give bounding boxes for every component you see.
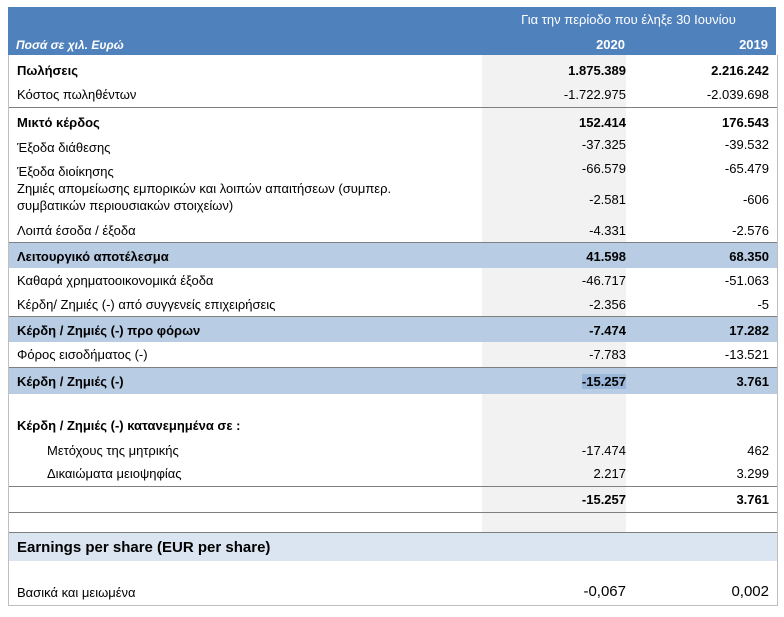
table-row: Κέρδη/ Ζημιές (-) από συγγενείς επιχειρή… [9, 293, 777, 316]
value-2019: 3.761 [736, 374, 769, 389]
value-2019: 3.761 [736, 492, 769, 507]
spacer-row [9, 394, 777, 414]
row-label: Λειτουργικό αποτέλεσμα [17, 249, 169, 264]
value-2020: -1.722.975 [482, 82, 626, 107]
table-row: Κέρδη / Ζημιές (-) -15.257 3.761 [9, 367, 777, 394]
value-2020: -7.783 [482, 342, 626, 367]
value-2020: -37.325 [482, 134, 626, 158]
selected-value: -15.257 [581, 374, 626, 389]
row-label: Κέρδη / Ζημιές (-) [17, 374, 124, 389]
value-2020: -0,067 [583, 583, 626, 600]
eps-header-row: Earnings per share (EUR per share) [9, 532, 777, 561]
row-label: Φόρος εισοδήματος (-) [17, 347, 148, 362]
row-label: Κόστος πωληθέντων [17, 87, 137, 102]
row-label: Καθαρά χρηματοοικονομικά έξοδα [17, 273, 214, 288]
value-2019: -5 [757, 297, 769, 312]
table-row: Καθαρά χρηματοοικονομικά έξοδα -46.717 -… [9, 268, 777, 293]
row-label: Earnings per share (EUR per share) [17, 539, 271, 556]
row-label: Μικτό κέρδος [17, 115, 100, 130]
value-2019: -65.479 [724, 161, 769, 176]
value-2019: 68.350 [729, 249, 769, 264]
value-2019: 176.543 [722, 115, 769, 130]
value-2020: 152.414 [482, 108, 626, 134]
row-label: Κέρδη / Ζημιές (-) κατανεμημένα σε : [17, 418, 241, 433]
value-2020: -17.474 [482, 437, 626, 462]
value-2019: -2.576 [732, 223, 769, 238]
value-2019: 3.299 [736, 466, 769, 481]
value-2019: 17.282 [729, 323, 769, 338]
value-2019: -51.063 [724, 273, 769, 288]
table-row: Έξοδα διάθεσης -37.325 -39.532 [9, 134, 777, 158]
value-2020: -66.579 [482, 158, 626, 180]
value-2019: 2.216.242 [711, 63, 769, 78]
value-2019: -13.521 [724, 347, 769, 362]
value-2020: -4.331 [482, 219, 626, 242]
row-label: Έξοδα διοίκησης [17, 164, 114, 179]
value-2020: 41.598 [482, 243, 626, 268]
row-label: Έξοδα διάθεσης [17, 140, 111, 155]
table-row: Πωλήσεις 1.875.389 2.216.242 [9, 55, 777, 82]
value-2020: -15.257 [482, 487, 626, 512]
period-label: Για την περίοδο που έληξε 30 Ιουνίου [521, 12, 736, 27]
year-2019-header: 2019 [739, 37, 768, 52]
value-2019: -39.532 [724, 137, 769, 152]
table-row: Δικαιώματα μειοψηφίας 2.217 3.299 [9, 462, 777, 486]
spacer-row [9, 561, 777, 579]
spacer-row [9, 512, 777, 532]
table-row: Κέρδη / Ζημιές (-) προ φόρων -7.474 17.2… [9, 316, 777, 342]
table-row: Φόρος εισοδήματος (-) -7.783 -13.521 [9, 342, 777, 367]
value-2019: 0,002 [731, 583, 769, 600]
table-row: Ζημιές απομείωσης εμπορικών και λοιπών α… [9, 180, 777, 219]
row-label: Κέρδη / Ζημιές (-) προ φόρων [17, 323, 201, 338]
row-label: Κέρδη/ Ζημιές (-) από συγγενείς επιχειρή… [17, 297, 276, 312]
table-row: Μετόχους της μητρικής -17.474 462 [9, 437, 777, 462]
row-label: Πωλήσεις [17, 63, 78, 78]
total-row: -15.257 3.761 [9, 486, 777, 512]
row-label: Ζημιές απομείωσης εμπορικών και λοιπών α… [17, 181, 392, 196]
row-label: Μετόχους της μητρικής [47, 443, 179, 458]
table-row: Μικτό κέρδος 152.414 176.543 [9, 107, 777, 134]
value-2020: -7.474 [482, 317, 626, 342]
value-2020: 2.217 [482, 462, 626, 486]
value-2020: -15.257 [482, 368, 626, 394]
table-row: Λοιπά έσοδα / έξοδα -4.331 -2.576 [9, 219, 777, 242]
income-statement-table: Πωλήσεις 1.875.389 2.216.242 Κόστος πωλη… [8, 55, 778, 606]
row-label: Λοιπά έσοδα / έξοδα [17, 223, 136, 238]
table-row: Κέρδη / Ζημιές (-) κατανεμημένα σε : [9, 414, 777, 437]
table-row: Λειτουργικό αποτέλεσμα 41.598 68.350 [9, 242, 777, 268]
value-2020: -46.717 [482, 268, 626, 293]
table-row: Βασικά και μειωμένα -0,067 0,002 [9, 579, 777, 605]
table-row: Κόστος πωληθέντων -1.722.975 -2.039.698 [9, 82, 777, 107]
unit-label: Ποσά σε χιλ. Ευρώ [16, 38, 124, 52]
value-2019: -2.039.698 [706, 87, 769, 102]
row-label: Βασικά και μειωμένα [17, 585, 136, 600]
period-header: Για την περίοδο που έληξε 30 Ιουνίου [8, 7, 776, 33]
row-label: Δικαιώματα μειοψηφίας [47, 466, 182, 481]
table-row: Έξοδα διοίκησης -66.579 -65.479 [9, 158, 777, 180]
value-2019: -606 [742, 192, 769, 207]
value-2019: 462 [747, 443, 769, 458]
column-header: Ποσά σε χιλ. Ευρώ 2020 2019 [8, 33, 776, 55]
value-2020: -2.356 [482, 293, 626, 316]
value-2020: 1.875.389 [482, 55, 626, 82]
year-2020-header: 2020 [596, 37, 625, 52]
value-2020: -2.581 [482, 180, 626, 219]
row-label-cont: συμβατικών περιουσιακών στοιχείων) [17, 198, 234, 213]
